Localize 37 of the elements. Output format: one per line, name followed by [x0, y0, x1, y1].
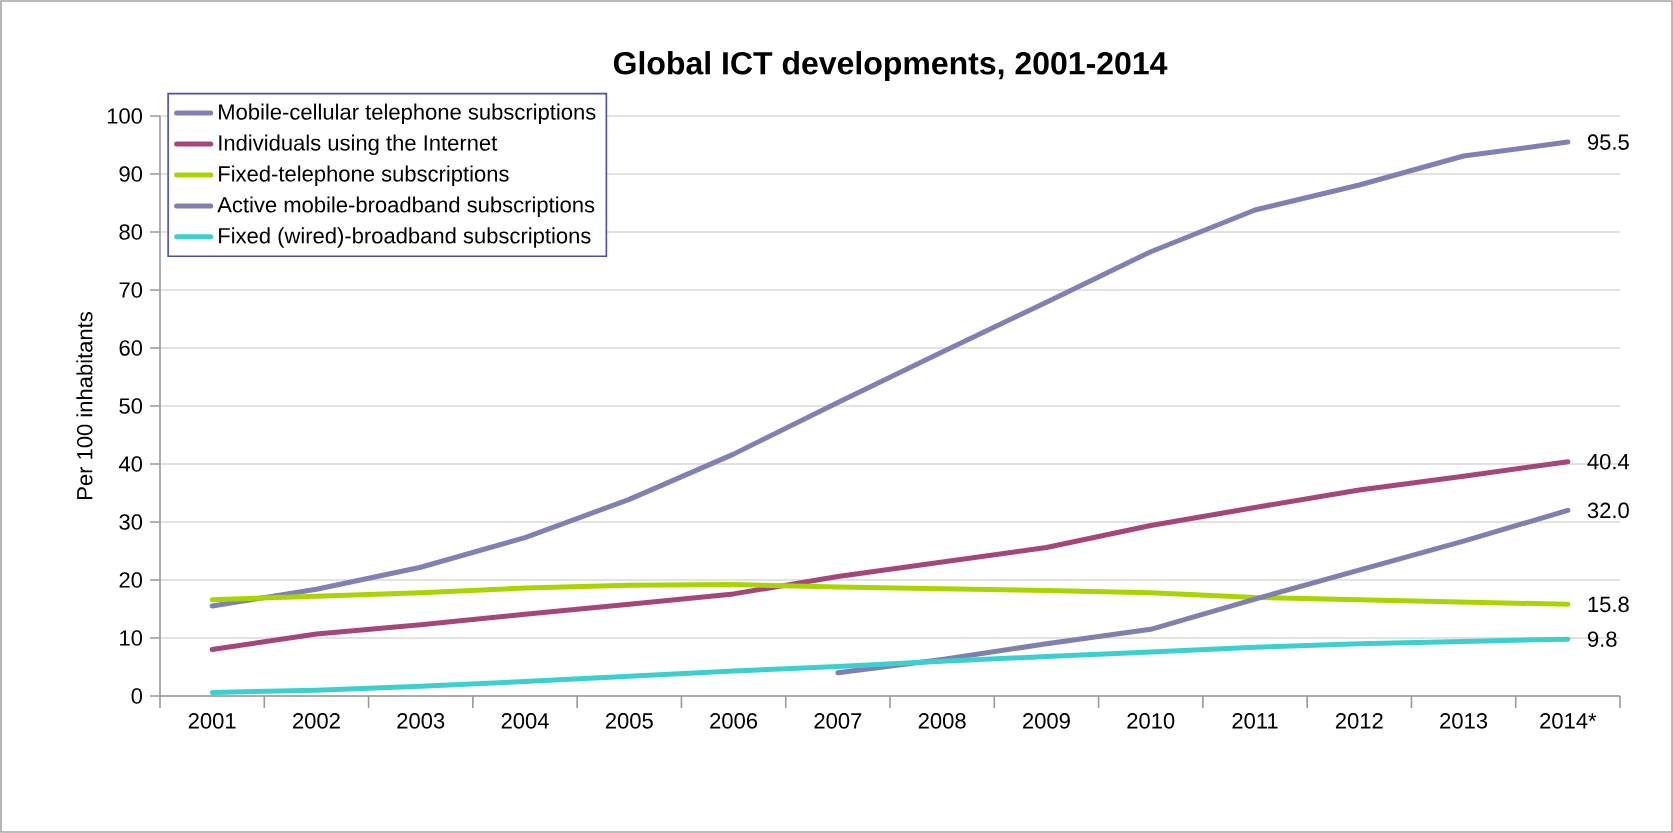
- data-label: 95.5: [1587, 134, 1629, 150]
- y-tick-label: 50: [119, 398, 143, 414]
- legend-label: Mobile-cellular telephone subscriptions: [219, 103, 596, 125]
- x-tick-label: 2004: [501, 713, 549, 729]
- x-tick-label: 2010: [1127, 713, 1175, 729]
- y-tick-label: 70: [119, 282, 143, 298]
- legend-label: Active mobile-broadband subscriptions: [217, 196, 595, 217]
- x-tick-label: 2008: [918, 713, 966, 729]
- x-tick-label: 2014*: [1540, 713, 1597, 729]
- y-axis-title: Per 100 inhabitants: [76, 312, 93, 499]
- data-label: 40.4: [1587, 453, 1630, 470]
- y-tick-label: 80: [119, 224, 143, 240]
- legend-label: Fixed-telephone subscriptions: [219, 165, 509, 186]
- y-tick-label: 40: [118, 456, 143, 472]
- y-tick-label: 0: [131, 688, 143, 704]
- chart-title: Global ICT developments, 2001-2014: [613, 51, 1168, 81]
- y-tick-label: 30: [119, 514, 143, 530]
- x-tick-label: 2013: [1440, 713, 1488, 729]
- y-tick-label: 60: [119, 340, 143, 356]
- x-tick-label: 2002: [293, 713, 340, 729]
- data-label: 9.8: [1587, 631, 1617, 647]
- legend-label: Fixed (wired)-broadband subscriptions: [219, 227, 591, 248]
- x-tick-label: 2005: [605, 713, 653, 729]
- x-tick-label: 2011: [1232, 713, 1278, 729]
- data-label: 32.0: [1587, 502, 1629, 519]
- x-tick-label: 2007: [814, 713, 862, 729]
- y-tick-label: 20: [119, 572, 143, 588]
- y-tick-label: 100: [107, 108, 143, 124]
- x-tick-label: 2009: [1023, 713, 1070, 729]
- data-label: 15.8: [1588, 596, 1629, 613]
- y-tick-label: 90: [119, 166, 143, 182]
- legend-label: Individuals using the Internet: [219, 134, 498, 156]
- x-tick-label: 2006: [710, 713, 758, 729]
- x-tick-label: 2003: [397, 713, 445, 729]
- y-tick-label: 10: [120, 630, 143, 646]
- x-tick-label: 2012: [1335, 713, 1383, 729]
- x-tick-label: 2001: [188, 713, 236, 729]
